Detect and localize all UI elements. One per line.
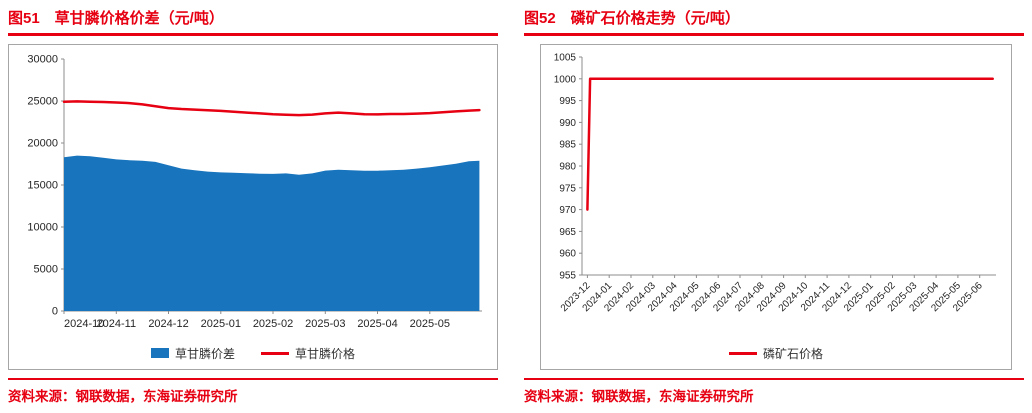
y-tick-label: 955 [559,271,576,282]
x-tick-label: 2025-01 [201,318,241,330]
phosphate-rock-price-chart: 955960965970975980985990995100010052023-… [554,53,996,314]
y-tick-label: 960 [559,249,576,260]
y-tick-label: 10000 [27,222,58,234]
glyphosate-price-spread-chart: 0500010000150002000025000300002024-10202… [27,54,482,330]
y-tick-label: 1005 [554,53,577,64]
legend-area-swatch [150,348,169,358]
legend-line-swatch [261,351,289,355]
series-line [62,100,481,117]
y-tick-label: 1000 [554,74,577,85]
legend-item: 草甘膦价差 [150,345,235,362]
figure-51-title-rule [8,33,498,36]
legend-line-swatch [728,351,757,355]
series-line [586,77,994,211]
figure-51-footer: 资料来源：钢联数据，东海证券研究所 [8,378,498,405]
x-tick-label: 2025-05 [410,318,450,330]
legend-label: 草甘膦价格 [295,346,356,361]
figure-52-title-rule [524,33,1024,36]
y-tick-label: 990 [559,118,576,129]
y-tick-label: 0 [52,306,58,318]
figure-51-source-note: 资料来源：钢联数据，东海证券研究所 [8,389,238,404]
figure-51-panel: 图51 草甘膦价格价差（元/吨） 0 5000 10000 15000 20000 250… [8,0,498,413]
y-tick-label: 30000 [27,54,58,66]
x-tick-label: 2025-04 [357,318,397,330]
legend-item: 磷矿石价格 [728,345,823,362]
y-tick-label: 15000 [27,180,58,192]
y-tick-label: 965 [559,227,576,238]
y-tick-label: 980 [559,162,576,173]
y-tick-label: 970 [559,205,576,216]
phosphate-chart-legend: 磷矿石价格 [541,339,1011,367]
legend-label: 草甘膦价差 [174,346,235,361]
glyphosate-chart-box: 0 5000 10000 15000 20000 25000 30000 2024-10 202… [8,44,498,370]
series-area [64,155,480,311]
x-tick-label: 2025-02 [253,318,293,330]
figure-52-footer: 资料来源：钢联数据，东海证券研究所 [524,378,1024,405]
figure-52-source-note: 资料来源：钢联数据，东海证券研究所 [524,389,754,404]
figure-51-footer-rule [8,378,498,380]
figure-52-title: 图52 磷矿石价格走势（元/吨） [524,10,740,27]
figure-52-footer-rule [524,378,1024,380]
y-tick-label: 975 [559,183,576,194]
x-tick-label: 2025-03 [305,318,345,330]
y-tick-label: 25000 [27,96,58,108]
glyphosate-chart-legend: 草甘膦价差 草甘膦价格 [9,339,497,367]
x-tick-label: 2024-12 [148,318,188,330]
y-tick-label: 5000 [34,264,58,276]
y-tick-label: 985 [559,140,576,151]
legend-label: 磷矿石价格 [762,346,823,361]
x-tick-label: 2024-10 [64,318,104,330]
legend-item: 草甘膦价格 [261,345,355,362]
y-tick-label: 20000 [27,138,58,150]
x-tick-label: 2024-11 [97,318,137,330]
figure-52-panel: 图52 磷矿石价格走势（元/吨） 955 960 965 970 975 980 985 99… [524,0,1024,413]
phosphate-chart-box: 955 960 965 970 975 980 985 990 995 1000 1005 2023-… [540,44,1012,370]
figure-51-title: 图51 草甘膦价格价差（元/吨） [8,10,224,27]
y-tick-label: 995 [559,96,576,107]
